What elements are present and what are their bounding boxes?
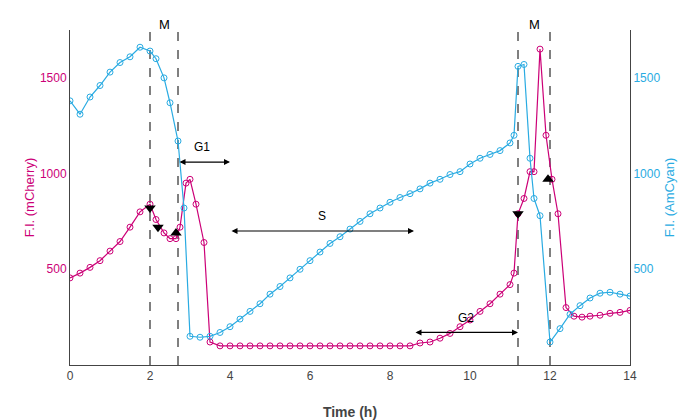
- svg-text:G1: G1: [194, 140, 210, 154]
- svg-text:10: 10: [463, 369, 477, 383]
- svg-text:S: S: [318, 209, 326, 223]
- svg-text:0: 0: [67, 369, 74, 383]
- svg-text:4: 4: [227, 369, 234, 383]
- svg-text:Time (h): Time (h): [323, 404, 377, 420]
- svg-text:6: 6: [307, 369, 314, 383]
- svg-text:500: 500: [47, 262, 67, 276]
- svg-text:1000: 1000: [40, 167, 67, 181]
- svg-text:14: 14: [623, 369, 637, 383]
- svg-text:F.I. (AmCyan): F.I. (AmCyan): [662, 158, 677, 237]
- svg-text:1500: 1500: [633, 71, 660, 85]
- svg-text:2: 2: [147, 369, 154, 383]
- svg-text:F.I. (mCherry): F.I. (mCherry): [22, 158, 37, 237]
- svg-text:M: M: [529, 17, 540, 32]
- svg-text:500: 500: [633, 262, 653, 276]
- svg-text:12: 12: [543, 369, 557, 383]
- svg-text:M: M: [159, 17, 170, 32]
- svg-text:8: 8: [387, 369, 394, 383]
- svg-text:1000: 1000: [633, 167, 660, 181]
- svg-text:1500: 1500: [40, 71, 67, 85]
- svg-text:G2: G2: [458, 311, 474, 325]
